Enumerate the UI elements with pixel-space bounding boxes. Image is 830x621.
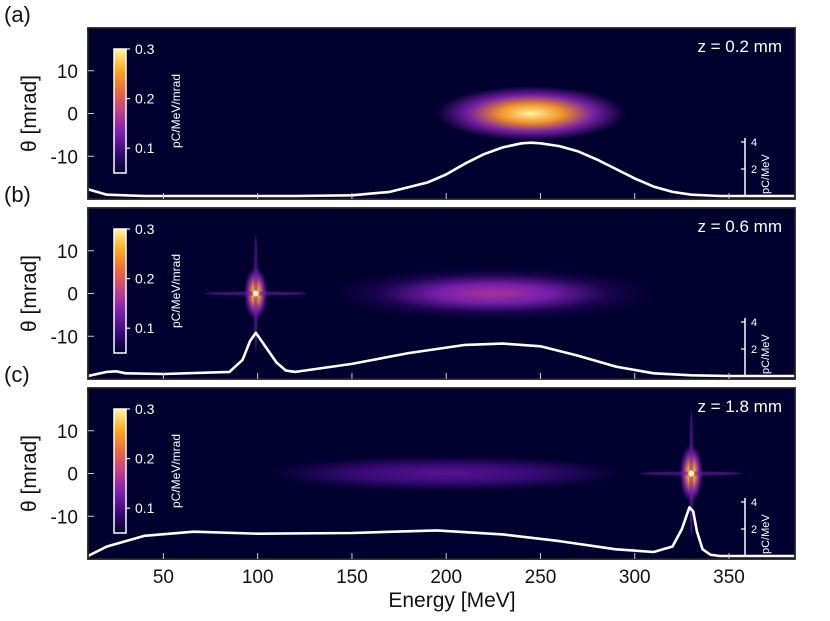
- y-tick-label: -10: [51, 327, 78, 348]
- y-tick-label: 0: [67, 285, 78, 306]
- spectrum-axis-tick-label: 2: [751, 524, 757, 536]
- panel-label: (a): [4, 2, 31, 27]
- x-tick-label: 50: [153, 567, 174, 588]
- y-tick-label: -10: [51, 507, 78, 528]
- colorbar-tick-label: 0.1: [135, 140, 155, 156]
- colorbar-tick-label: 0.3: [135, 41, 155, 57]
- y-axis-title: θ [mrad]: [18, 435, 41, 512]
- panel-label: (c): [4, 362, 30, 387]
- heatmap-blob: [267, 256, 720, 331]
- z-position-label: z = 0.2 mm: [697, 37, 782, 56]
- colorbar-tick-label: 0.1: [135, 500, 155, 516]
- colorbar-tick-label: 0.3: [135, 221, 155, 237]
- panel-label: (b): [4, 182, 31, 207]
- spectrum-axis-tick-label: 4: [751, 317, 757, 329]
- y-tick-label: 10: [57, 422, 78, 443]
- heatmap-peak: [252, 290, 259, 297]
- colorbar: [113, 48, 127, 174]
- spectrum-axis-title: pC/MeV: [760, 334, 772, 374]
- colorbar: [113, 408, 127, 534]
- panel-b: 2 4pC/MeV 0.1 0.2 0.3 pC/MeV/mrad z = 0.6 mm 10…: [4, 182, 796, 380]
- colorbar-tick-label: 0.2: [135, 91, 155, 107]
- heatmap-layer: [88, 411, 795, 536]
- heatmap-layer: [404, 76, 658, 151]
- y-tick-label: -10: [51, 147, 78, 168]
- spectrum-axis-tick-label: 4: [751, 497, 757, 509]
- spectrum-line: [88, 506, 795, 558]
- spectrum-line: [88, 141, 795, 198]
- spectrum-axis-title: pC/MeV: [760, 154, 772, 194]
- y-tick-label: 0: [67, 105, 78, 126]
- y-tick-label: 10: [57, 242, 78, 263]
- colorbar-title: pC/MeV/mrad: [169, 254, 183, 328]
- x-tick-label: 200: [430, 567, 462, 588]
- colorbar-tick-label: 0.1: [135, 320, 155, 336]
- x-tick-label: 350: [713, 567, 745, 588]
- z-position-label: z = 1.8 mm: [697, 397, 782, 416]
- x-tick-label: 150: [336, 567, 368, 588]
- x-tick-label: 250: [525, 567, 557, 588]
- x-tick-label: 100: [242, 567, 274, 588]
- colorbar-title: pC/MeV/mrad: [169, 434, 183, 508]
- heatmap-layer: [205, 236, 720, 351]
- z-position-label: z = 0.6 mm: [697, 217, 782, 236]
- x-tick-label: 300: [619, 567, 651, 588]
- colorbar-tick-label: 0.2: [135, 271, 155, 287]
- spectrum-axis-tick-label: 4: [751, 137, 757, 149]
- heatmap-blob: [404, 76, 658, 151]
- spectrum-axis-tick-label: 2: [751, 344, 757, 356]
- spectrum-axis-title: pC/MeV: [760, 514, 772, 554]
- colorbar-tick-label: 0.3: [135, 401, 155, 417]
- spectrum-axis-tick-label: 2: [751, 164, 757, 176]
- heatmap-peak: [688, 470, 695, 477]
- colorbar: [113, 228, 127, 354]
- y-axis-title: θ [mrad]: [18, 75, 41, 152]
- y-axis-title: θ [mrad]: [18, 255, 41, 332]
- x-axis-title: Energy [MeV]: [388, 589, 515, 612]
- colorbar-tick-label: 0.2: [135, 451, 155, 467]
- y-tick-label: 0: [67, 465, 78, 486]
- panel-a: 2 4pC/MeV 0.1 0.2 0.3 pC/MeV/mrad z = 0.2 mm 10…: [4, 2, 796, 200]
- y-tick-label: 10: [57, 62, 78, 83]
- panel-c: 2 4pC/MeV 0.1 0.2 0.3 pC/MeV/mrad z = 1.8 mm 10…: [4, 362, 796, 560]
- colorbar-title: pC/MeV/mrad: [169, 74, 183, 148]
- heatmap-blob: [88, 438, 795, 509]
